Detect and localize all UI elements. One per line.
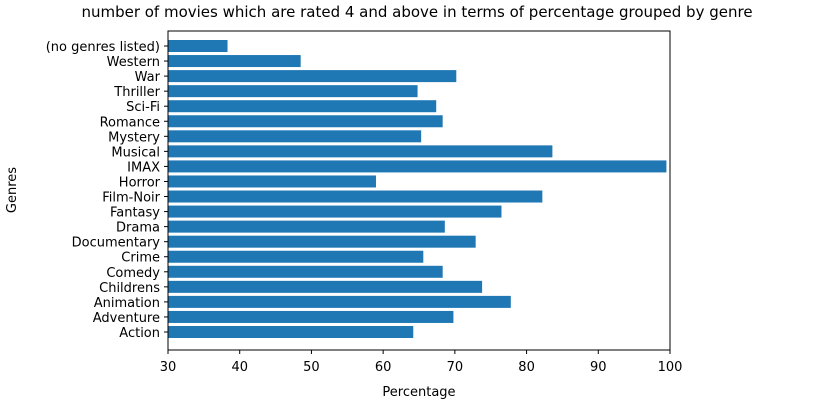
y-tick-label: Mystery <box>108 130 160 145</box>
bar <box>168 295 511 308</box>
bar <box>168 160 667 173</box>
bar <box>168 205 502 218</box>
y-tick-label: Drama <box>116 221 160 236</box>
y-tick-label: Sci-Fi <box>126 100 160 115</box>
y-tick-label: Romance <box>100 115 160 130</box>
bar <box>168 85 418 98</box>
bar <box>168 310 454 323</box>
bar <box>168 280 483 293</box>
y-tick-label: Animation <box>94 296 160 311</box>
y-tick-label: Action <box>119 326 160 341</box>
y-tick-label: Childrens <box>99 281 160 296</box>
plot-frame <box>167 30 671 351</box>
bar <box>168 220 445 233</box>
y-tick-label: Musical <box>111 145 160 160</box>
x-tick-label: 50 <box>303 360 320 375</box>
bar <box>168 70 457 83</box>
bar <box>168 55 301 68</box>
x-tick-label: 90 <box>590 360 607 375</box>
x-tick-label: 100 <box>658 360 683 375</box>
bar <box>168 130 422 143</box>
y-tick-label: War <box>135 70 161 85</box>
bar <box>168 175 376 188</box>
bar <box>168 326 414 338</box>
y-tick-label: Comedy <box>106 266 160 281</box>
bar <box>168 265 443 278</box>
bar <box>168 115 443 128</box>
x-tick-label: 60 <box>375 360 392 375</box>
y-axis-ticks: ActionAdventureAnimationChildrensComedyC… <box>46 40 168 341</box>
y-tick-label: Fantasy <box>110 206 160 221</box>
bars-group <box>168 40 667 338</box>
y-tick-label: (no genres listed) <box>46 40 160 55</box>
y-axis-label: Genres <box>5 167 20 213</box>
x-tick-label: 40 <box>231 360 248 375</box>
x-tick-label: 70 <box>447 360 464 375</box>
x-tick-label: 30 <box>160 360 177 375</box>
bar <box>168 250 424 263</box>
bar <box>168 145 553 158</box>
x-axis-label: Percentage <box>382 385 455 400</box>
x-axis-ticks: 30 40 50 60 70 80 90 100 <box>160 350 683 375</box>
y-tick-label: Western <box>107 55 160 70</box>
chart-title: number of movies which are rated 4 and a… <box>81 3 752 21</box>
y-tick-label: Thriller <box>113 85 160 100</box>
bar <box>168 100 437 113</box>
y-tick-label: Documentary <box>72 236 161 251</box>
y-tick-label: IMAX <box>127 160 160 175</box>
y-tick-label: Horror <box>119 175 161 190</box>
y-tick-label: Film-Noir <box>102 191 160 206</box>
bar <box>168 235 476 248</box>
bar <box>168 40 228 52</box>
y-tick-label: Adventure <box>93 311 160 326</box>
y-tick-label: Crime <box>121 251 160 266</box>
bar <box>168 190 543 203</box>
x-tick-label: 80 <box>518 360 535 375</box>
